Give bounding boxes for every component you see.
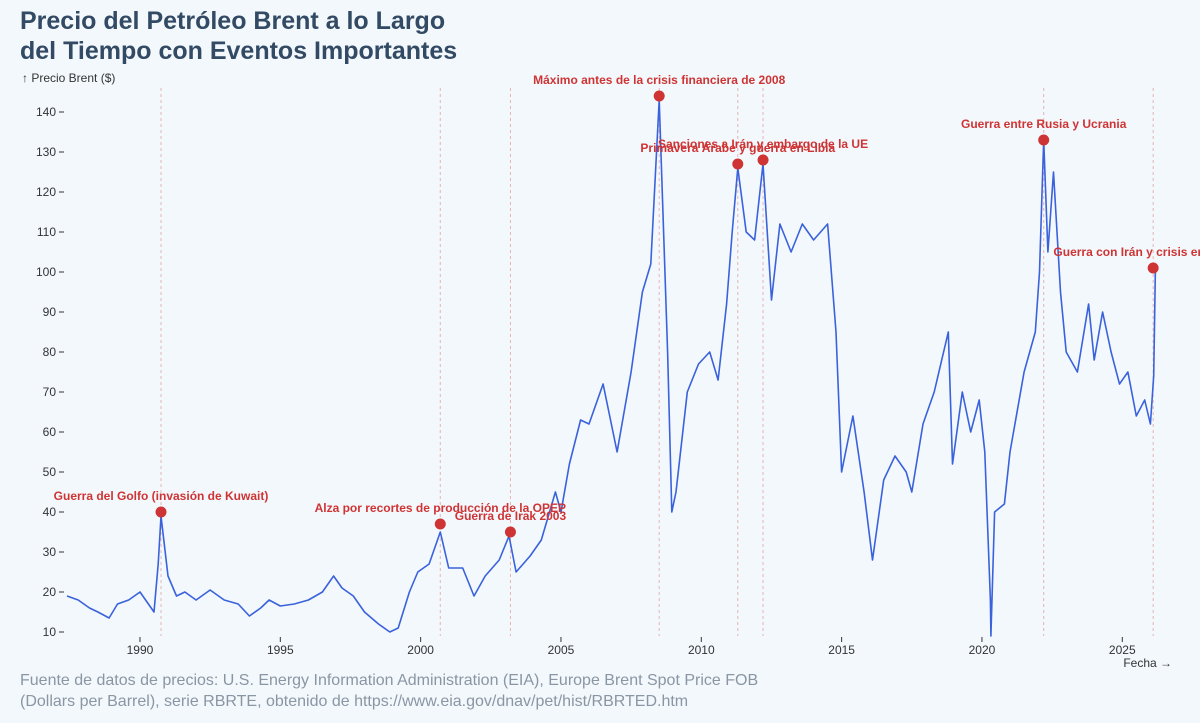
source-note: Fuente de datos de precios: U.S. Energy … — [20, 670, 880, 712]
y-axis: 10 20 30 40 50 60 70 80 90 100 110 120 130 140 — [36, 105, 64, 639]
y-tick: 20 — [43, 585, 64, 599]
event-dot — [732, 158, 744, 170]
y-tick-label: 60 — [43, 425, 57, 439]
y-tick-label: 100 — [36, 265, 56, 279]
event-marker: Sanciones a Irán y embargo de la UE — [658, 137, 868, 166]
brent-price-line — [66, 99, 1157, 637]
y-tick-label: 90 — [43, 305, 57, 319]
event-label: Máximo antes de la crisis financiera de … — [533, 73, 785, 87]
x-axis-label: Fecha → — [1123, 656, 1172, 670]
y-tick: 100 — [36, 265, 64, 279]
x-tick: 2000 — [407, 637, 434, 657]
y-tick-label: 110 — [37, 225, 56, 239]
y-tick: 40 — [43, 505, 64, 519]
event-dot — [504, 526, 516, 538]
event-dot — [1147, 262, 1159, 274]
y-tick: 50 — [43, 465, 64, 479]
event-markers: Guerra del Golfo (invasión de Kuwait) Alz… — [54, 73, 1200, 538]
y-tick-label: 130 — [36, 145, 56, 159]
y-axis-label: ↑ Precio Brent ($) — [22, 71, 115, 85]
y-tick-label: 30 — [43, 545, 57, 559]
event-label: Guerra del Golfo (invasión de Kuwait) — [54, 489, 269, 503]
event-dot — [155, 506, 167, 518]
x-axis: 1990 1995 2000 2005 2010 2015 2020 2025 — [127, 637, 1136, 657]
y-tick-label: 140 — [36, 105, 56, 119]
event-lines — [160, 88, 1154, 636]
event-dot — [757, 154, 769, 166]
x-tick: 1995 — [267, 637, 294, 657]
x-tick: 2005 — [548, 637, 575, 657]
x-tick: 2020 — [969, 637, 996, 657]
event-marker: Guerra del Golfo (invasión de Kuwait) — [54, 489, 269, 518]
chart-title-line-1: Precio del Petróleo Brent a lo Largo — [20, 7, 446, 35]
y-tick: 90 — [43, 305, 64, 319]
x-tick-label: 1990 — [127, 643, 154, 657]
y-tick: 130 — [36, 145, 64, 159]
x-tick-label: 1995 — [267, 643, 294, 657]
y-tick-label: 40 — [43, 505, 57, 519]
chart-title-line-2: del Tiempo con Eventos Importantes — [20, 37, 458, 65]
event-label: Sanciones a Irán y embargo de la UE — [658, 137, 868, 151]
y-tick-label: 20 — [43, 585, 57, 599]
event-label: Guerra de Irak 2003 — [455, 509, 567, 523]
x-tick-label: 2000 — [407, 643, 434, 657]
y-tick: 120 — [36, 185, 64, 199]
y-tick-label: 50 — [43, 465, 57, 479]
x-tick-label: 2005 — [548, 643, 575, 657]
y-tick: 140 — [36, 105, 64, 119]
y-tick: 70 — [43, 385, 64, 399]
source-line-2: (Dollars per Barrel), serie RBRTE, obten… — [20, 693, 689, 710]
y-tick: 60 — [43, 425, 64, 439]
y-tick-label: 10 — [43, 625, 57, 639]
event-marker: Primavera Árabe y guerra en Libia — [640, 140, 835, 170]
x-tick: 2025 — [1109, 637, 1136, 657]
event-marker: Guerra con Irán y crisis en Ormuz — [1053, 245, 1200, 274]
y-tick-label: 80 — [43, 345, 57, 359]
event-label: Guerra con Irán y crisis en Ormuz — [1053, 245, 1200, 259]
event-marker: Máximo antes de la crisis financiera de … — [533, 73, 786, 102]
event-dot — [653, 90, 665, 102]
x-tick-label: 2025 — [1109, 643, 1136, 657]
y-tick-label: 120 — [36, 185, 56, 199]
y-tick-label: 70 — [43, 385, 57, 399]
y-tick: 110 — [37, 225, 64, 239]
event-label: Guerra entre Rusia y Ucrania — [961, 117, 1127, 131]
y-tick: 80 — [43, 345, 64, 359]
x-tick: 2015 — [828, 637, 855, 657]
event-label: Alza por recortes de producción de la OP… — [315, 501, 566, 515]
x-tick-label: 2015 — [828, 643, 855, 657]
x-tick: 2010 — [688, 637, 715, 657]
x-tick: 1990 — [127, 637, 154, 657]
event-dot — [434, 518, 446, 530]
source-line-1: Fuente de datos de precios: U.S. Energy … — [20, 672, 759, 689]
y-tick: 10 — [43, 625, 64, 639]
event-marker: Guerra de Irak 2003 — [455, 509, 567, 538]
event-label: Primavera Árabe y guerra en Libia — [640, 140, 835, 155]
x-tick-label: 2010 — [688, 643, 715, 657]
chart-title: Precio del Petróleo Brent a lo Largo del… — [20, 6, 660, 66]
event-marker: Guerra entre Rusia y Ucrania — [961, 117, 1127, 146]
event-marker: Alza por recortes de producción de la OP… — [315, 501, 566, 530]
y-tick: 30 — [43, 545, 64, 559]
event-dot — [1038, 134, 1050, 146]
x-tick-label: 2020 — [969, 643, 996, 657]
